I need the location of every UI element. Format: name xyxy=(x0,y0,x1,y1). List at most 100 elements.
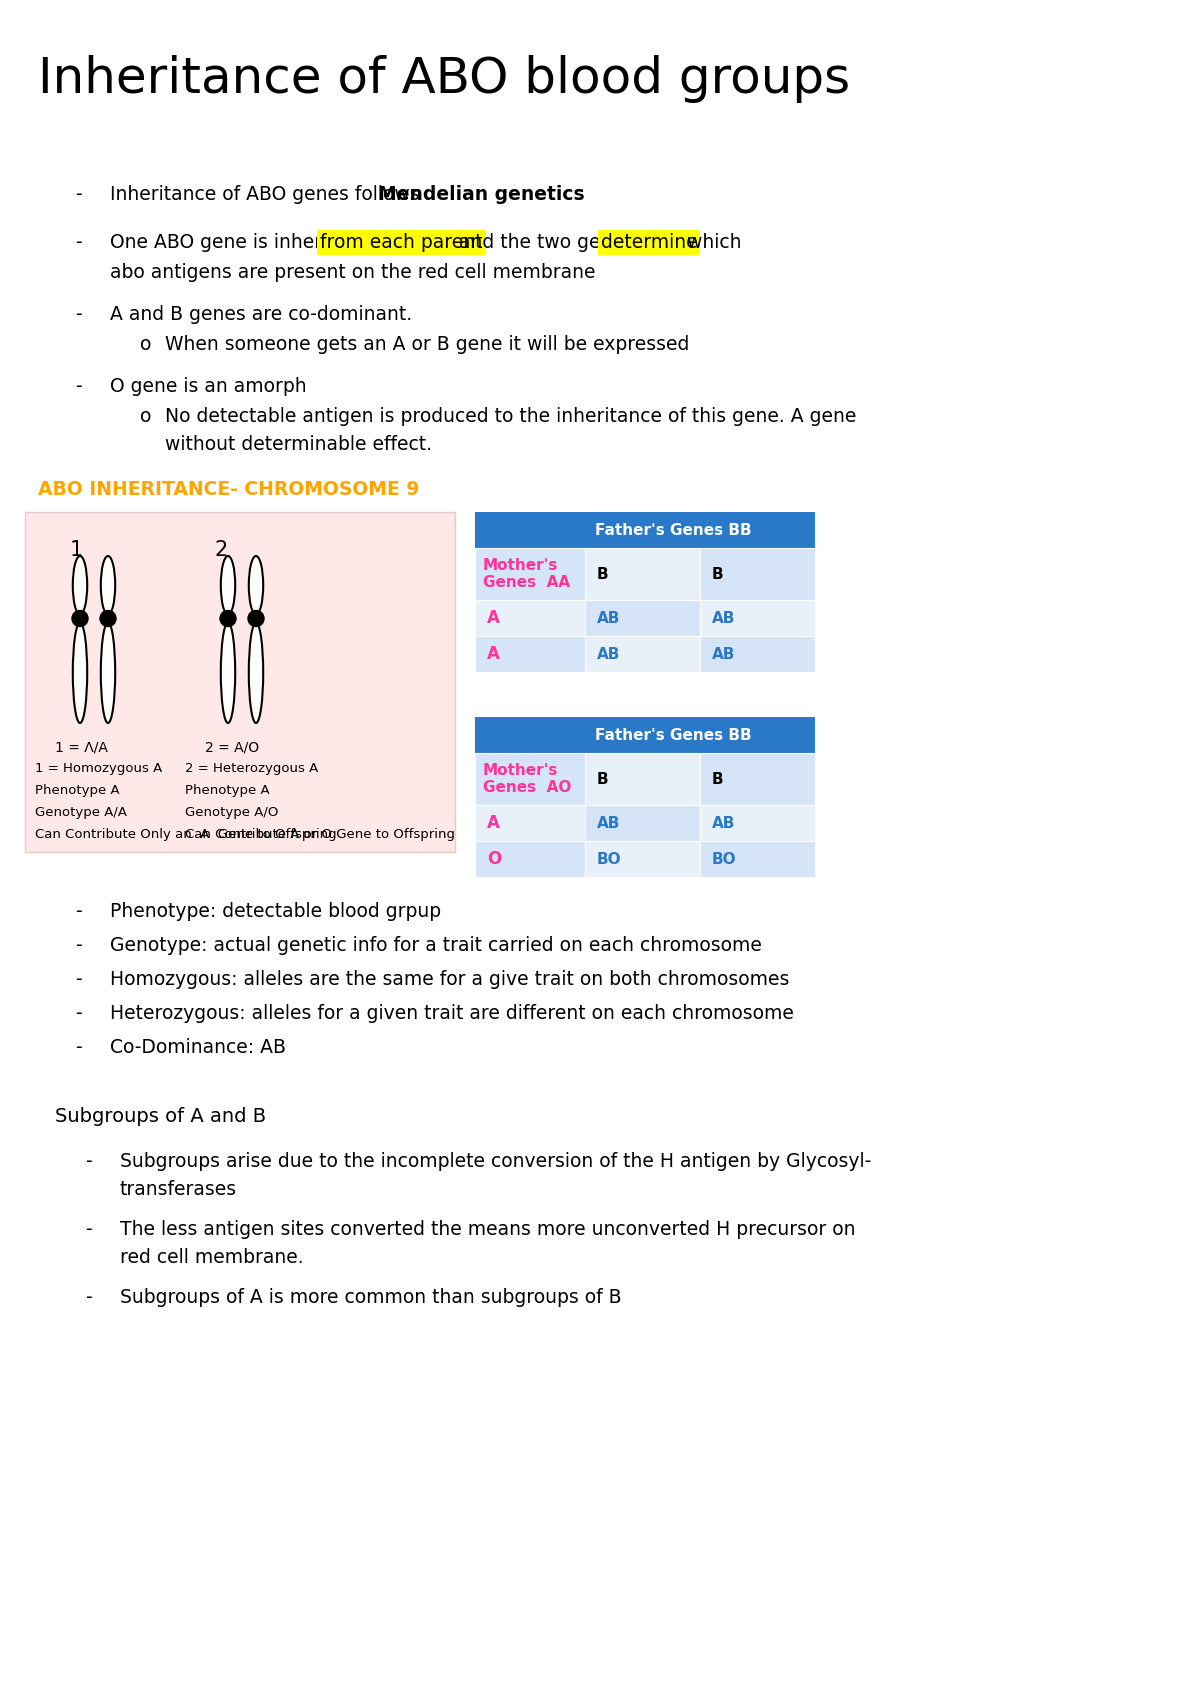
Text: ABO INHERITANCE- CHROMOSOME 9: ABO INHERITANCE- CHROMOSOME 9 xyxy=(38,481,419,499)
FancyBboxPatch shape xyxy=(700,548,815,599)
Text: AB: AB xyxy=(598,815,620,830)
Text: A: A xyxy=(487,610,500,627)
Text: Phenotype A: Phenotype A xyxy=(185,784,270,796)
Text: Phenotype: detectable blood grpup: Phenotype: detectable blood grpup xyxy=(110,902,442,920)
Text: 1: 1 xyxy=(70,540,83,560)
Ellipse shape xyxy=(101,555,115,615)
Text: AB: AB xyxy=(598,647,620,662)
Text: 2: 2 xyxy=(215,540,228,560)
Text: -: - xyxy=(74,306,82,324)
Text: A and B genes are co-dominant.: A and B genes are co-dominant. xyxy=(110,306,412,324)
Text: Can Contribute Only an  A  Gene to Offspring: Can Contribute Only an A Gene to Offspri… xyxy=(35,829,337,841)
FancyBboxPatch shape xyxy=(25,513,455,852)
Text: When someone gets an A or B gene it will be expressed: When someone gets an A or B gene it will… xyxy=(166,335,689,353)
Ellipse shape xyxy=(73,623,88,723)
Text: -: - xyxy=(74,377,82,396)
Text: O gene is an amorph: O gene is an amorph xyxy=(110,377,307,396)
Text: Father's Genes BB: Father's Genes BB xyxy=(595,523,751,538)
FancyBboxPatch shape xyxy=(475,805,586,841)
Text: Can Contribute A or O Gene to Offspring: Can Contribute A or O Gene to Offspring xyxy=(185,829,455,841)
Text: BO: BO xyxy=(598,851,622,866)
FancyBboxPatch shape xyxy=(475,513,815,548)
Circle shape xyxy=(100,611,116,627)
FancyBboxPatch shape xyxy=(475,752,586,805)
Text: 2 = A/O: 2 = A/O xyxy=(205,740,259,754)
Text: -: - xyxy=(74,902,82,920)
FancyBboxPatch shape xyxy=(700,841,815,876)
Text: 1 = Homozygous A: 1 = Homozygous A xyxy=(35,762,162,774)
Text: A: A xyxy=(487,813,500,832)
Ellipse shape xyxy=(73,555,88,615)
Ellipse shape xyxy=(101,623,115,723)
Text: AB: AB xyxy=(712,815,736,830)
Text: Mother's
Genes  AA: Mother's Genes AA xyxy=(482,559,570,591)
Text: from each parent: from each parent xyxy=(320,233,482,251)
FancyBboxPatch shape xyxy=(586,841,700,876)
Text: -: - xyxy=(74,1004,82,1022)
Ellipse shape xyxy=(248,623,263,723)
Circle shape xyxy=(72,611,88,627)
Text: Genotype A/A: Genotype A/A xyxy=(35,807,127,818)
Text: The less antigen sites converted the means more unconverted H precursor on: The less antigen sites converted the mea… xyxy=(120,1219,856,1240)
FancyBboxPatch shape xyxy=(586,752,700,805)
FancyBboxPatch shape xyxy=(586,599,700,637)
FancyBboxPatch shape xyxy=(475,548,586,599)
Text: -: - xyxy=(74,1037,82,1056)
Text: which: which xyxy=(682,233,742,251)
Text: Genotype A/O: Genotype A/O xyxy=(185,807,278,818)
Text: and the two genes: and the two genes xyxy=(454,233,640,251)
FancyBboxPatch shape xyxy=(475,637,586,672)
FancyBboxPatch shape xyxy=(700,752,815,805)
Text: A: A xyxy=(487,645,500,662)
Ellipse shape xyxy=(248,555,263,615)
Text: BO: BO xyxy=(712,851,737,866)
Text: Phenotype A: Phenotype A xyxy=(35,784,120,796)
Text: B: B xyxy=(712,771,724,786)
Text: Genotype: actual genetic info for a trait carried on each chromosome: Genotype: actual genetic info for a trai… xyxy=(110,936,762,954)
Text: Subgroups of A and B: Subgroups of A and B xyxy=(55,1107,266,1126)
Text: Heterozygous: alleles for a given trait are different on each chromosome: Heterozygous: alleles for a given trait … xyxy=(110,1004,794,1022)
FancyBboxPatch shape xyxy=(700,599,815,637)
Text: determine: determine xyxy=(601,233,697,251)
Text: Father's Genes BB: Father's Genes BB xyxy=(595,727,751,742)
Text: Subgroups of A is more common than subgroups of B: Subgroups of A is more common than subgr… xyxy=(120,1289,622,1307)
Text: -: - xyxy=(85,1219,91,1240)
FancyBboxPatch shape xyxy=(700,805,815,841)
Text: -: - xyxy=(74,233,82,251)
Text: -: - xyxy=(74,936,82,954)
Text: Co-Dominance: AB: Co-Dominance: AB xyxy=(110,1037,286,1056)
Text: AB: AB xyxy=(712,611,736,625)
Ellipse shape xyxy=(221,623,235,723)
FancyBboxPatch shape xyxy=(586,548,700,599)
Text: o: o xyxy=(140,408,151,426)
Ellipse shape xyxy=(221,555,235,615)
Text: Inheritance of ABO genes follows: Inheritance of ABO genes follows xyxy=(110,185,426,204)
Text: B: B xyxy=(598,771,608,786)
Text: -: - xyxy=(85,1289,91,1307)
Text: -: - xyxy=(85,1151,91,1172)
FancyBboxPatch shape xyxy=(700,637,815,672)
Text: red cell membrane.: red cell membrane. xyxy=(120,1248,304,1267)
Text: Homozygous: alleles are the same for a give trait on both chromosomes: Homozygous: alleles are the same for a g… xyxy=(110,970,790,988)
Text: Inheritance of ABO blood groups: Inheritance of ABO blood groups xyxy=(38,54,851,104)
Text: Mother's
Genes  AO: Mother's Genes AO xyxy=(482,762,571,795)
FancyBboxPatch shape xyxy=(586,637,700,672)
FancyBboxPatch shape xyxy=(475,717,815,752)
Text: without determinable effect.: without determinable effect. xyxy=(166,435,432,453)
Text: Mendelian genetics: Mendelian genetics xyxy=(378,185,584,204)
Text: AB: AB xyxy=(598,611,620,625)
Circle shape xyxy=(248,611,264,627)
Text: B: B xyxy=(712,567,724,581)
Text: Subgroups arise due to the incomplete conversion of the H antigen by Glycosyl-: Subgroups arise due to the incomplete co… xyxy=(120,1151,871,1172)
FancyBboxPatch shape xyxy=(475,599,586,637)
Circle shape xyxy=(220,611,236,627)
Text: One ABO gene is inherited: One ABO gene is inherited xyxy=(110,233,364,251)
Text: O: O xyxy=(487,851,502,868)
Text: transferases: transferases xyxy=(120,1180,238,1199)
Text: B: B xyxy=(598,567,608,581)
FancyBboxPatch shape xyxy=(586,805,700,841)
Text: -: - xyxy=(74,185,82,204)
Text: o: o xyxy=(140,335,151,353)
Text: 2 = Heterozygous A: 2 = Heterozygous A xyxy=(185,762,318,774)
Text: abo antigens are present on the red cell membrane: abo antigens are present on the red cell… xyxy=(110,263,595,282)
